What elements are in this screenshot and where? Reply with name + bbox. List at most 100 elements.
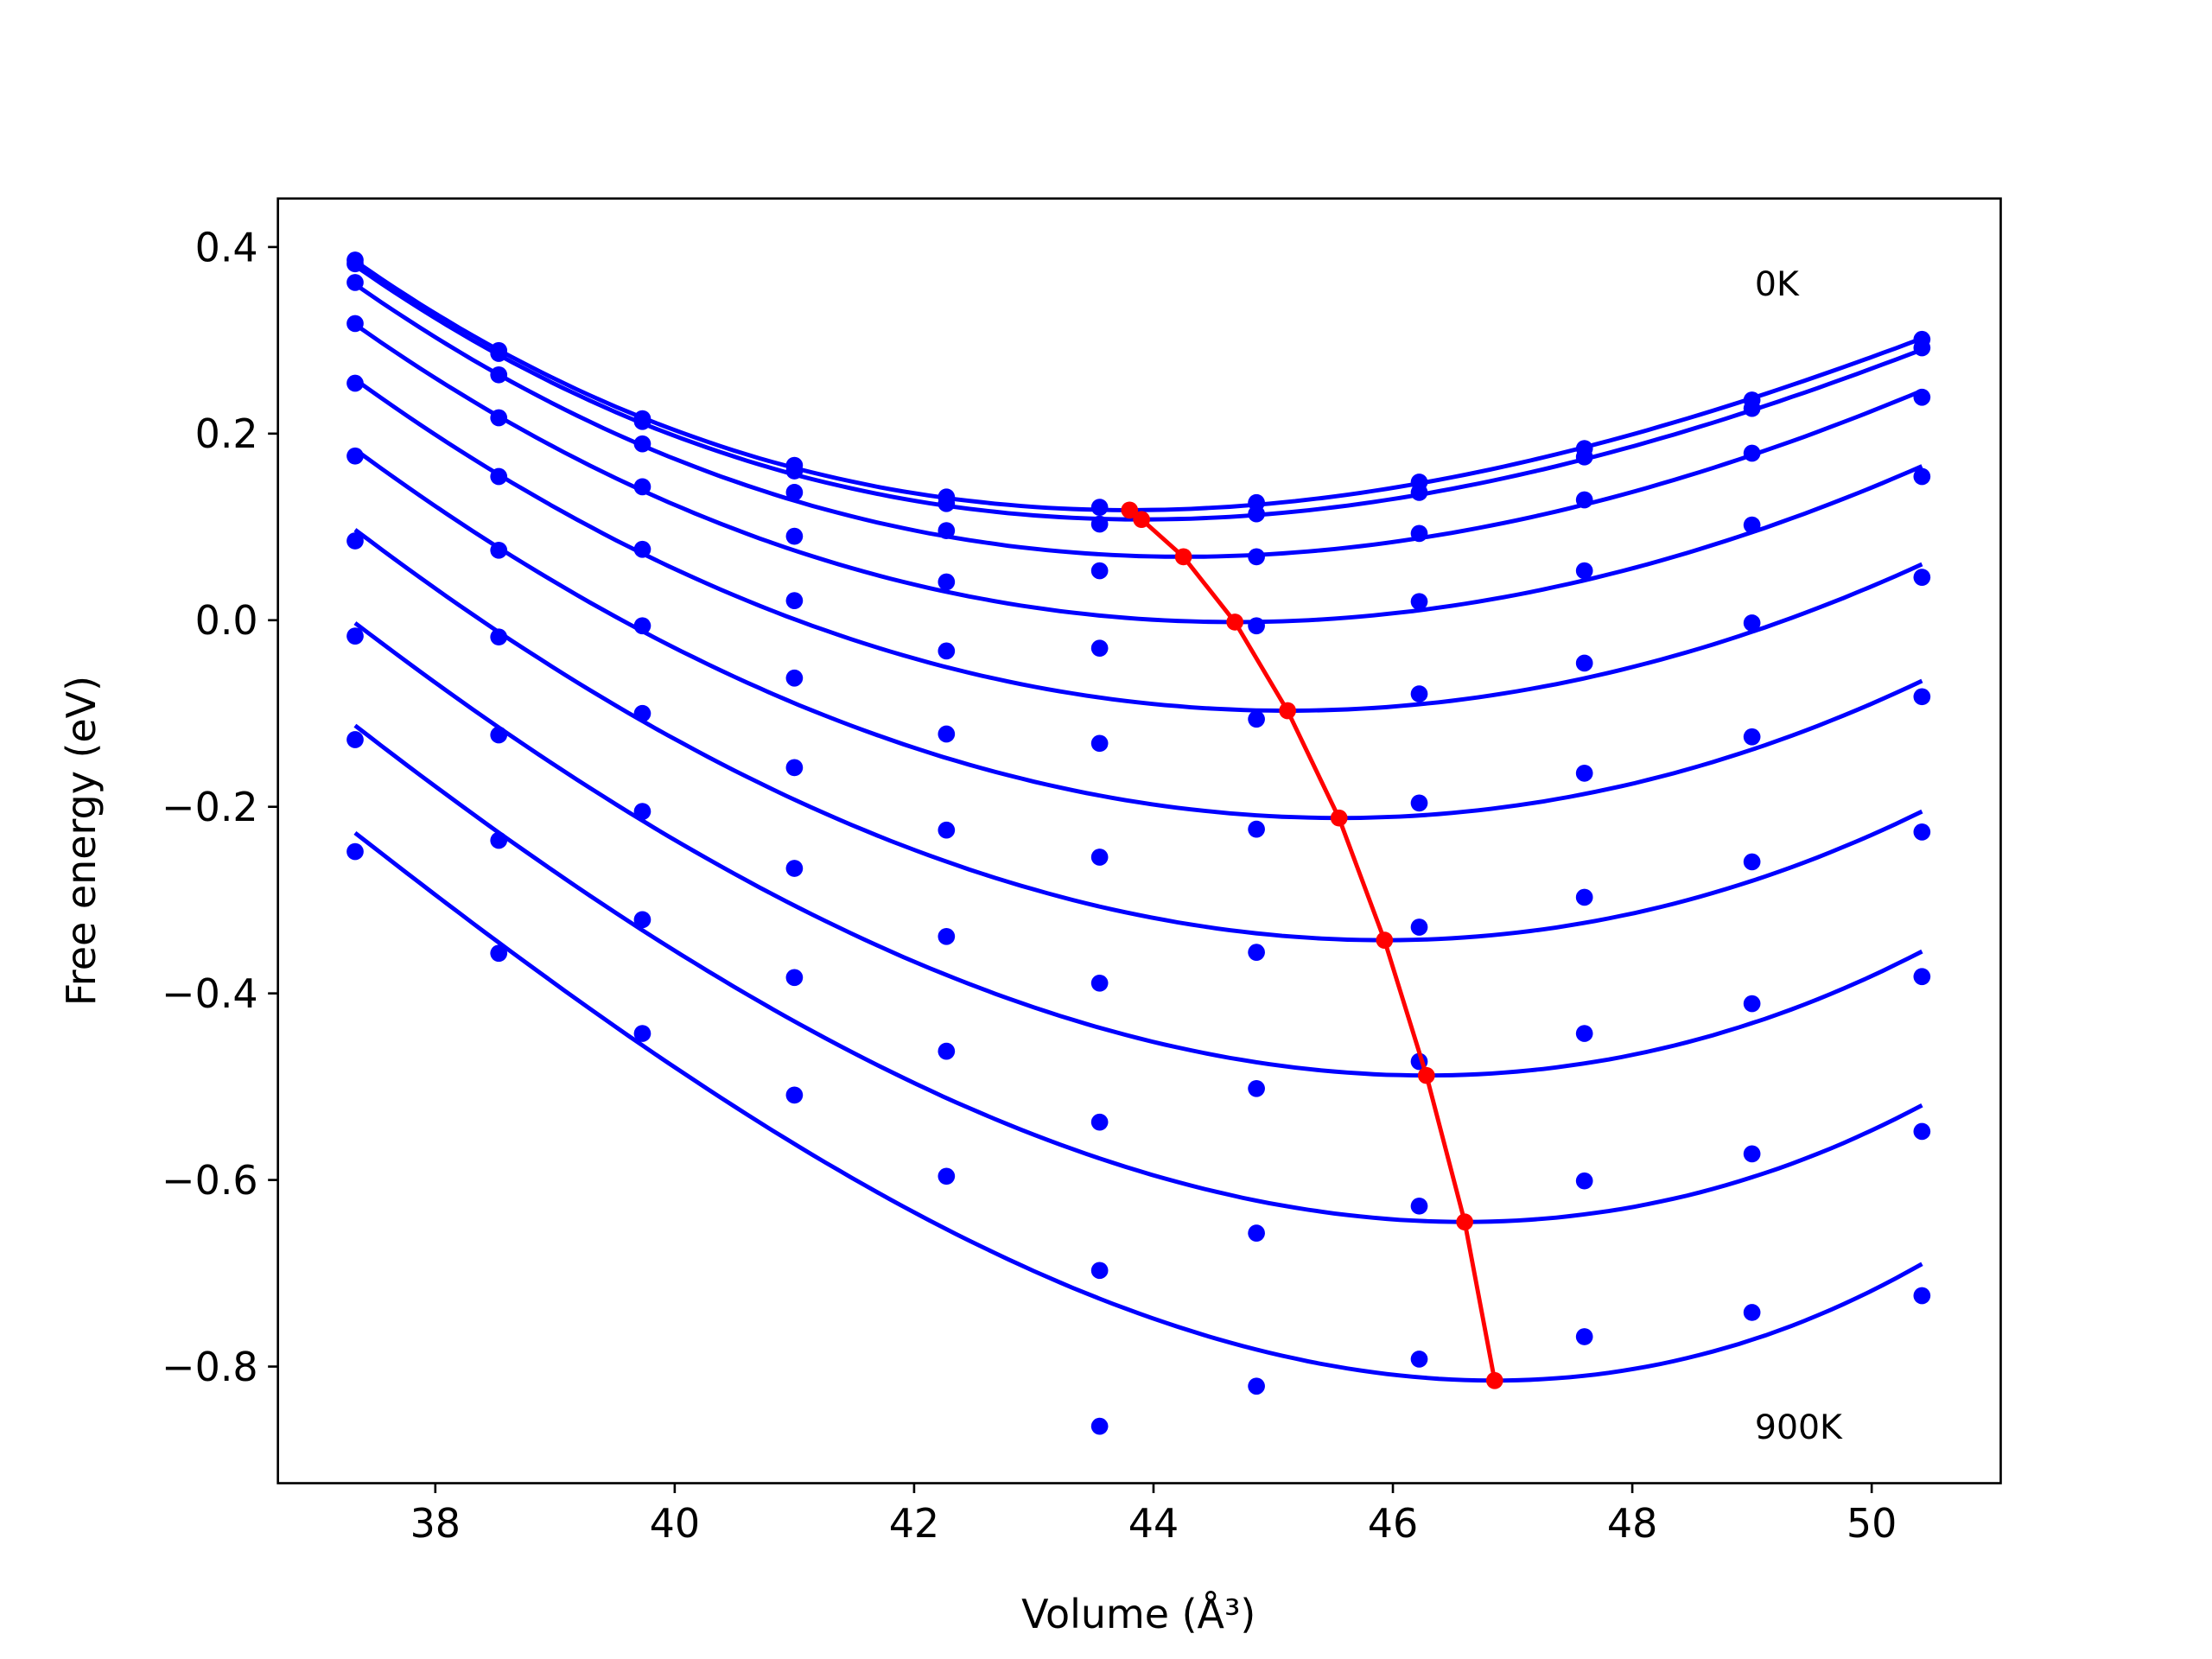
data-point xyxy=(1743,516,1761,534)
data-point xyxy=(346,532,364,550)
temperature-label: 0K xyxy=(1755,264,1800,304)
data-point xyxy=(490,409,508,427)
y-tick-label: −0.2 xyxy=(162,784,258,830)
data-point xyxy=(1090,849,1109,866)
data-point xyxy=(1913,467,1931,486)
y-tick-label: 0.0 xyxy=(195,597,258,644)
data-point xyxy=(938,821,956,839)
data-point xyxy=(1410,685,1428,702)
minimum-point xyxy=(1330,809,1348,827)
data-point xyxy=(1090,639,1109,658)
data-point xyxy=(1410,524,1428,543)
data-point xyxy=(1575,1172,1593,1190)
data-point xyxy=(1743,444,1761,462)
data-point xyxy=(1410,1197,1428,1215)
x-tick-label: 50 xyxy=(1847,1500,1897,1547)
data-point xyxy=(938,1042,956,1060)
minimum-point xyxy=(1279,702,1296,720)
minimum-point xyxy=(1133,511,1150,529)
y-axis: 0.4 0.2 0.0 −0.2 −0.4 −0.6 −0.8 xyxy=(162,224,278,1390)
data-point xyxy=(1248,505,1265,523)
fit-curve-3 xyxy=(353,322,1923,625)
data-point xyxy=(1575,1025,1593,1042)
y-tick-label: −0.4 xyxy=(162,970,258,1017)
data-point xyxy=(490,365,508,384)
data-point xyxy=(1090,734,1109,753)
y-tick-label: 0.4 xyxy=(195,224,258,270)
data-point xyxy=(938,494,956,512)
data-point xyxy=(1248,617,1265,635)
data-point xyxy=(1743,614,1761,632)
y-tick-label: 0.2 xyxy=(195,410,258,457)
data-point xyxy=(938,642,956,660)
data-point xyxy=(1913,688,1931,706)
x-tick-label: 40 xyxy=(650,1500,700,1547)
data-point xyxy=(1410,794,1428,812)
data-point xyxy=(1575,654,1593,672)
data-point xyxy=(785,860,804,877)
x-tick-label: 46 xyxy=(1368,1500,1418,1547)
data-point xyxy=(1248,710,1265,728)
data-point xyxy=(1743,995,1761,1013)
data-point xyxy=(1090,499,1109,516)
data-point xyxy=(1248,1079,1265,1097)
data-point xyxy=(1913,968,1931,986)
data-point xyxy=(1913,1287,1931,1305)
y-tick-label: −0.6 xyxy=(162,1157,258,1204)
data-point xyxy=(1248,820,1265,838)
temperature-label: 900K xyxy=(1755,1408,1843,1447)
fit-curve-1 xyxy=(353,264,1923,522)
fit-curve-7 xyxy=(353,621,1923,1078)
data-point xyxy=(633,617,652,635)
annotations: 0K 900K xyxy=(1755,264,1843,1447)
data-point xyxy=(346,731,364,748)
minimum-point xyxy=(1121,501,1139,519)
x-tick-label: 44 xyxy=(1128,1500,1179,1547)
axes-frame xyxy=(276,197,2002,1484)
data-point xyxy=(1090,1262,1109,1280)
data-point xyxy=(346,274,364,291)
data-point xyxy=(1913,569,1931,586)
data-point xyxy=(1913,388,1931,406)
data-point xyxy=(633,478,652,496)
data-point xyxy=(785,759,804,777)
data-point xyxy=(1248,548,1265,566)
fit-curve-4 xyxy=(353,378,1923,713)
data-point xyxy=(1090,1113,1109,1131)
data-point xyxy=(633,911,652,929)
data-point xyxy=(1090,1417,1109,1435)
data-point xyxy=(938,1167,956,1185)
data-point xyxy=(1575,1328,1593,1345)
data-point xyxy=(785,527,804,545)
data-point xyxy=(1248,1224,1265,1242)
data-point xyxy=(346,255,364,273)
data-point xyxy=(490,726,508,744)
data-point xyxy=(1913,339,1931,357)
data-point xyxy=(1575,448,1593,466)
data-point xyxy=(1248,944,1265,962)
x-axis: 38 40 42 44 46 48 50 xyxy=(410,1483,1897,1547)
y-axis-label: Free energy (eV) xyxy=(58,676,105,1006)
data-point xyxy=(1090,562,1109,580)
data-point xyxy=(938,725,956,743)
data-point xyxy=(1410,484,1428,501)
data-point xyxy=(346,627,364,645)
data-point xyxy=(938,522,956,539)
data-point xyxy=(785,969,804,987)
minimum-point xyxy=(1226,613,1244,631)
minimum-point xyxy=(1456,1213,1474,1231)
plot-marks xyxy=(346,251,1931,1435)
x-tick-label: 42 xyxy=(889,1500,939,1547)
fit-curve-8 xyxy=(353,723,1923,1224)
minimum-point xyxy=(1174,548,1192,566)
data-point xyxy=(785,462,804,480)
data-point xyxy=(1743,399,1761,417)
fit-curve-2 xyxy=(353,282,1923,559)
data-point xyxy=(785,484,804,501)
data-point xyxy=(346,374,364,392)
data-point xyxy=(633,1025,652,1042)
fit-curve-6 xyxy=(353,528,1923,943)
data-point xyxy=(1743,1304,1761,1321)
data-point xyxy=(633,704,652,722)
data-point xyxy=(1090,974,1109,992)
